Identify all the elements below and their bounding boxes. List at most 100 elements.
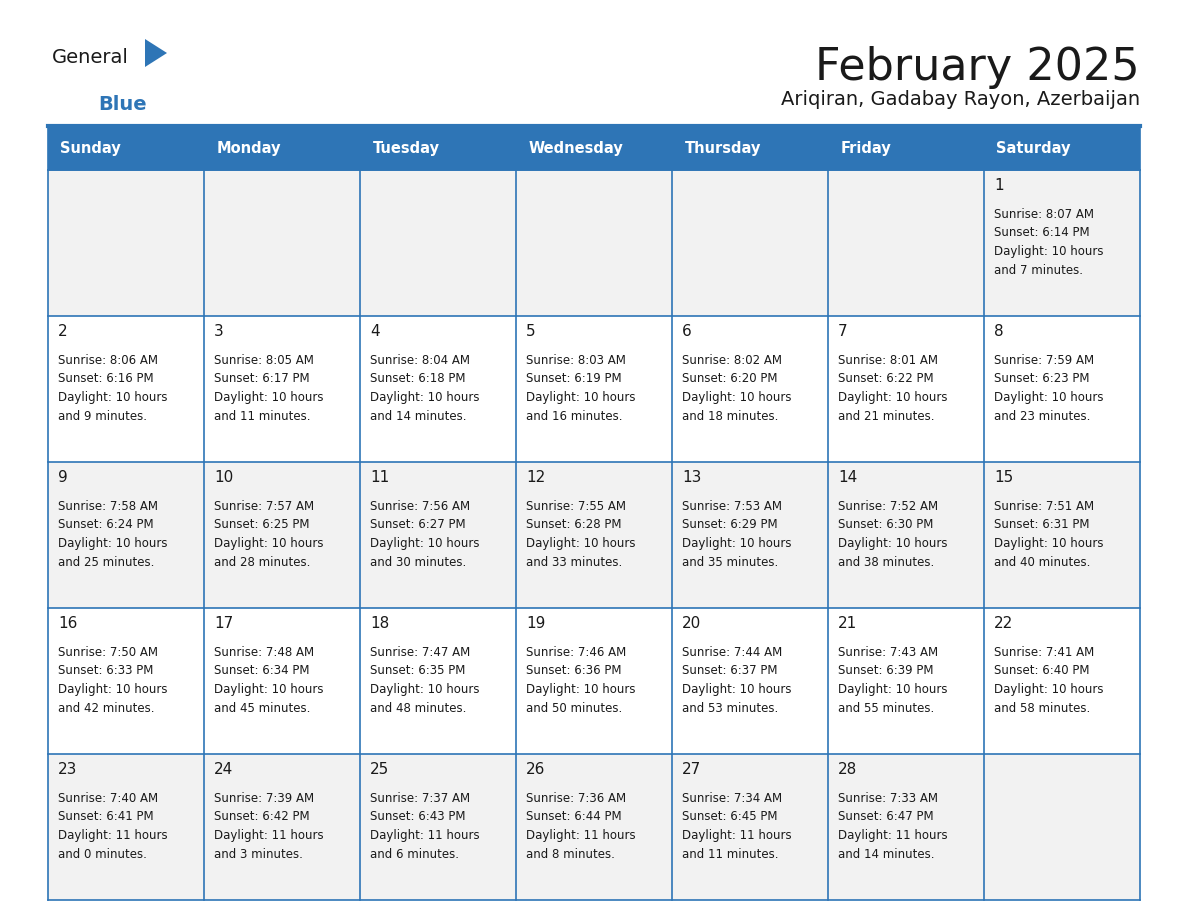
Text: Sunrise: 7:52 AM: Sunrise: 7:52 AM [838, 500, 939, 513]
Text: Sunset: 6:14 PM: Sunset: 6:14 PM [994, 227, 1089, 240]
Text: Sunset: 6:28 PM: Sunset: 6:28 PM [526, 519, 621, 532]
Bar [984, 170, 1140, 316]
Bar [672, 462, 828, 608]
Bar [204, 608, 360, 754]
Text: 13: 13 [682, 470, 701, 485]
Text: Blue: Blue [97, 95, 146, 114]
Bar [360, 126, 516, 170]
Text: Sunrise: 7:51 AM: Sunrise: 7:51 AM [994, 500, 1094, 513]
Text: 8: 8 [994, 324, 1004, 339]
Text: 4: 4 [369, 324, 380, 339]
Text: and 58 minutes.: and 58 minutes. [994, 701, 1091, 714]
Text: Sunrise: 8:02 AM: Sunrise: 8:02 AM [682, 354, 782, 367]
Text: Daylight: 10 hours: Daylight: 10 hours [214, 391, 323, 404]
Text: Sunrise: 7:58 AM: Sunrise: 7:58 AM [58, 500, 158, 513]
Text: Sunrise: 7:36 AM: Sunrise: 7:36 AM [526, 792, 626, 805]
Text: Sunset: 6:30 PM: Sunset: 6:30 PM [838, 519, 934, 532]
Bar [828, 608, 984, 754]
Text: Friday: Friday [840, 140, 891, 155]
Bar [984, 126, 1140, 170]
Bar [516, 462, 672, 608]
Text: Sunrise: 7:46 AM: Sunrise: 7:46 AM [526, 646, 626, 659]
Text: Daylight: 10 hours: Daylight: 10 hours [369, 391, 480, 404]
Bar [204, 754, 360, 900]
Text: and 7 minutes.: and 7 minutes. [994, 263, 1083, 276]
Text: Saturday: Saturday [997, 140, 1070, 155]
Text: Daylight: 10 hours: Daylight: 10 hours [682, 537, 791, 550]
Text: Sunset: 6:47 PM: Sunset: 6:47 PM [838, 811, 934, 823]
Text: 23: 23 [58, 762, 77, 777]
Bar [360, 754, 516, 900]
Bar [672, 170, 828, 316]
Text: and 18 minutes.: and 18 minutes. [682, 409, 778, 422]
Text: Sunset: 6:23 PM: Sunset: 6:23 PM [994, 373, 1089, 386]
Text: 25: 25 [369, 762, 390, 777]
Text: and 3 minutes.: and 3 minutes. [214, 847, 303, 860]
Text: Sunrise: 7:37 AM: Sunrise: 7:37 AM [369, 792, 470, 805]
Text: 1: 1 [994, 178, 1004, 193]
Text: General: General [52, 48, 128, 67]
Bar [672, 316, 828, 462]
Text: Sunset: 6:39 PM: Sunset: 6:39 PM [838, 665, 934, 677]
Text: 14: 14 [838, 470, 858, 485]
Bar [516, 608, 672, 754]
Bar [204, 126, 360, 170]
Text: Sunday: Sunday [61, 140, 121, 155]
Text: Daylight: 10 hours: Daylight: 10 hours [994, 537, 1104, 550]
Text: 16: 16 [58, 616, 77, 631]
Text: Sunrise: 8:06 AM: Sunrise: 8:06 AM [58, 354, 158, 367]
Text: 15: 15 [994, 470, 1013, 485]
Text: Daylight: 10 hours: Daylight: 10 hours [838, 391, 948, 404]
Bar [48, 170, 204, 316]
Text: and 55 minutes.: and 55 minutes. [838, 701, 934, 714]
Text: Daylight: 10 hours: Daylight: 10 hours [214, 537, 323, 550]
Bar [48, 608, 204, 754]
Text: Sunrise: 7:47 AM: Sunrise: 7:47 AM [369, 646, 470, 659]
Text: and 48 minutes.: and 48 minutes. [369, 701, 467, 714]
Text: Sunrise: 8:03 AM: Sunrise: 8:03 AM [526, 354, 626, 367]
Text: Monday: Monday [216, 140, 282, 155]
Text: Daylight: 10 hours: Daylight: 10 hours [58, 537, 168, 550]
Bar [984, 316, 1140, 462]
Text: and 14 minutes.: and 14 minutes. [838, 847, 935, 860]
Text: and 28 minutes.: and 28 minutes. [214, 555, 310, 568]
Text: 2: 2 [58, 324, 68, 339]
Text: 22: 22 [994, 616, 1013, 631]
Text: Sunrise: 7:55 AM: Sunrise: 7:55 AM [526, 500, 626, 513]
Text: Daylight: 10 hours: Daylight: 10 hours [58, 391, 168, 404]
Bar [516, 126, 672, 170]
Text: Daylight: 11 hours: Daylight: 11 hours [58, 829, 168, 842]
Text: and 11 minutes.: and 11 minutes. [682, 847, 778, 860]
Text: 5: 5 [526, 324, 536, 339]
Text: and 33 minutes.: and 33 minutes. [526, 555, 623, 568]
Text: Daylight: 11 hours: Daylight: 11 hours [682, 829, 791, 842]
Text: 27: 27 [682, 762, 701, 777]
Text: Sunrise: 7:53 AM: Sunrise: 7:53 AM [682, 500, 782, 513]
Bar [360, 316, 516, 462]
Text: and 14 minutes.: and 14 minutes. [369, 409, 467, 422]
Text: Daylight: 11 hours: Daylight: 11 hours [838, 829, 948, 842]
Bar [204, 462, 360, 608]
Text: Sunset: 6:40 PM: Sunset: 6:40 PM [994, 665, 1089, 677]
Text: Daylight: 10 hours: Daylight: 10 hours [838, 683, 948, 696]
Text: Daylight: 10 hours: Daylight: 10 hours [369, 537, 480, 550]
Text: Daylight: 10 hours: Daylight: 10 hours [994, 391, 1104, 404]
Text: Daylight: 10 hours: Daylight: 10 hours [214, 683, 323, 696]
Text: Sunset: 6:20 PM: Sunset: 6:20 PM [682, 373, 777, 386]
Bar [828, 126, 984, 170]
Text: February 2025: February 2025 [815, 46, 1140, 89]
Text: and 45 minutes.: and 45 minutes. [214, 701, 310, 714]
Text: Sunset: 6:25 PM: Sunset: 6:25 PM [214, 519, 310, 532]
Text: Sunset: 6:35 PM: Sunset: 6:35 PM [369, 665, 466, 677]
Text: and 11 minutes.: and 11 minutes. [214, 409, 310, 422]
Text: Wednesday: Wednesday [529, 140, 624, 155]
Text: and 21 minutes.: and 21 minutes. [838, 409, 935, 422]
Text: and 0 minutes.: and 0 minutes. [58, 847, 147, 860]
Text: Daylight: 10 hours: Daylight: 10 hours [369, 683, 480, 696]
Bar [984, 754, 1140, 900]
Text: Daylight: 11 hours: Daylight: 11 hours [214, 829, 323, 842]
Text: Daylight: 10 hours: Daylight: 10 hours [994, 245, 1104, 258]
Bar [360, 608, 516, 754]
Text: 24: 24 [214, 762, 233, 777]
Text: Sunrise: 7:56 AM: Sunrise: 7:56 AM [369, 500, 470, 513]
